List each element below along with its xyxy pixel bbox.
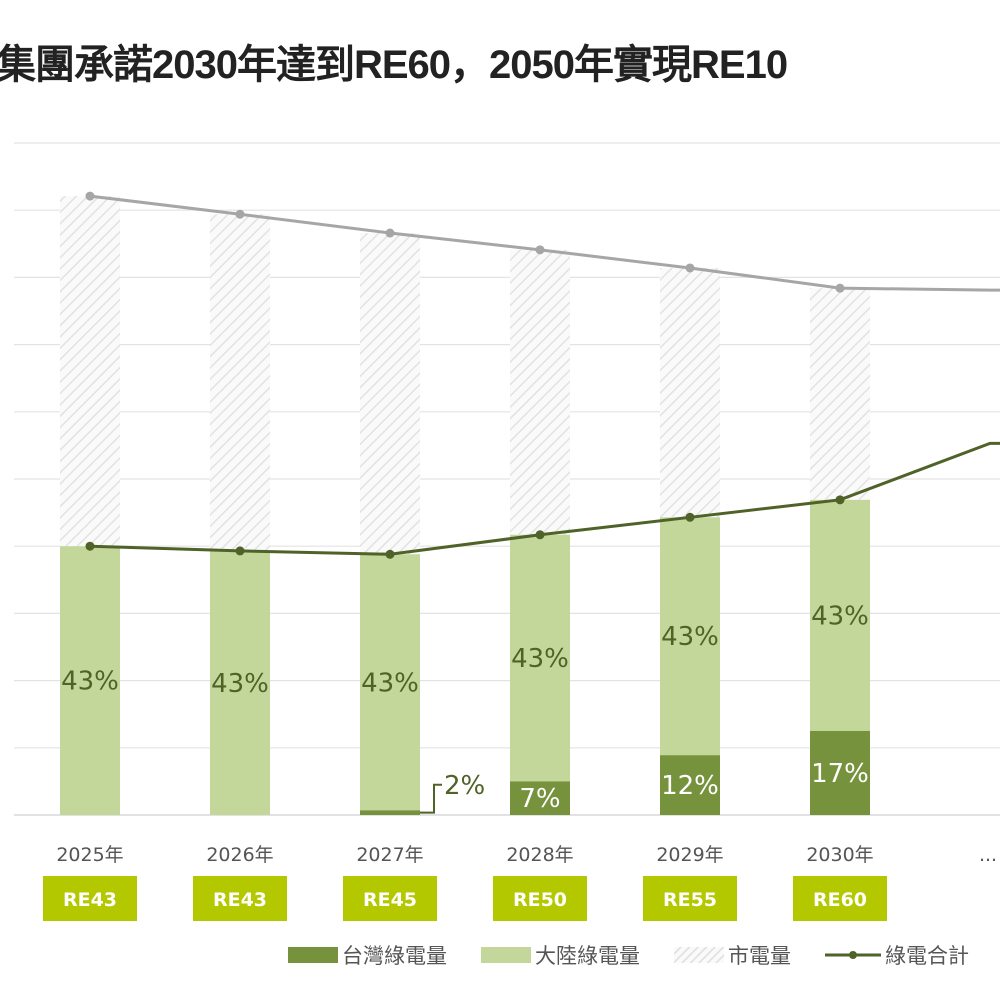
line-point	[535, 530, 545, 540]
bar-grid-power	[60, 196, 120, 547]
bar-grid-power	[360, 233, 420, 555]
legend-swatch-mainland	[481, 947, 531, 963]
x-tick-label: 2026年	[206, 844, 273, 866]
legend-label: 綠電合計	[885, 944, 969, 968]
legend-label: 大陸綠電量	[535, 944, 640, 968]
line-point	[235, 546, 245, 556]
data-label-mainland: 43%	[661, 622, 719, 652]
re-badge-label: RE55	[663, 889, 717, 911]
re-badge	[493, 876, 587, 921]
bar-grid-power	[210, 214, 270, 551]
legend-label: 台灣綠電量	[342, 944, 447, 968]
line-point	[835, 283, 845, 293]
bar-mainland	[60, 546, 120, 815]
data-label-mainland: 43%	[211, 669, 269, 699]
legend-item-green-total: 綠電合計	[825, 940, 969, 970]
line-green-total	[89, 441, 1000, 556]
legend-swatch-grid-power	[674, 947, 724, 963]
chart: 43% 43% 43% 2% 43% 7% 43% 12% 43% 17% 2025年 2026年 20…	[14, 142, 1000, 921]
legend-item-taiwan: 台灣綠電量	[288, 940, 447, 970]
re-badge-label: RE60	[813, 889, 867, 911]
bar-taiwan	[510, 781, 570, 815]
line-point	[685, 263, 695, 273]
bar-mainland	[360, 554, 420, 811]
legend-label: 市電量	[728, 944, 791, 968]
re-badge-label: RE45	[363, 889, 417, 911]
x-tick-label: 2027年	[356, 844, 423, 866]
data-label-taiwan: 7%	[519, 784, 560, 814]
x-tick-label: ...	[979, 844, 997, 866]
data-label-taiwan: 12%	[661, 771, 719, 801]
chart-title: 集團承諾2030年達到RE60，2050年實現RE10	[0, 43, 788, 87]
re-badge	[643, 876, 737, 921]
legend-swatch-line	[825, 951, 881, 959]
x-tick-label: 2025年	[56, 844, 123, 866]
re-badge-label: RE50	[513, 889, 567, 911]
re-badge-label: RE43	[213, 889, 267, 911]
line-point	[85, 541, 95, 551]
legend-swatch-taiwan	[288, 947, 338, 963]
bar-taiwan	[660, 755, 720, 815]
data-label-mainland: 43%	[511, 644, 569, 674]
x-tick-label: 2030年	[806, 844, 873, 866]
data-label-taiwan: 2%	[444, 771, 485, 801]
line-point	[85, 191, 95, 201]
bar-mainland	[660, 517, 720, 756]
data-label-mainland: 43%	[811, 601, 869, 631]
re-badge	[793, 876, 887, 921]
bar-mainland	[210, 550, 270, 815]
data-label-mainland: 43%	[61, 667, 119, 697]
line-point	[835, 495, 845, 505]
data-label-taiwan: 17%	[811, 759, 869, 789]
line-grid-power-total	[89, 194, 1000, 292]
legend-item-mainland: 大陸綠電量	[481, 940, 640, 970]
data-label-mainland: 43%	[361, 668, 419, 698]
re-badge	[43, 876, 137, 921]
line-point	[235, 209, 245, 219]
re-badge	[343, 876, 437, 921]
leader-line	[420, 783, 442, 814]
line-point	[535, 245, 545, 255]
re-badge-label: RE43	[63, 889, 117, 911]
x-tick-label: 2028年	[506, 844, 573, 866]
bar-grid-power	[810, 288, 870, 500]
legend-item-grid-power: 市電量	[674, 940, 791, 970]
line-point	[385, 549, 395, 559]
bar-taiwan	[360, 810, 420, 815]
re-badge	[193, 876, 287, 921]
bar-grid-power	[660, 267, 720, 518]
line-point	[685, 512, 695, 522]
line-point	[385, 228, 395, 238]
x-tick-label: 2029年	[656, 844, 723, 866]
bar-mainland	[510, 534, 570, 782]
legend: 台灣綠電量 大陸綠電量 市電量 綠電合計	[288, 940, 969, 970]
bar-grid-power	[510, 249, 570, 535]
bar-mainland	[810, 499, 870, 731]
bar-taiwan	[810, 731, 870, 815]
